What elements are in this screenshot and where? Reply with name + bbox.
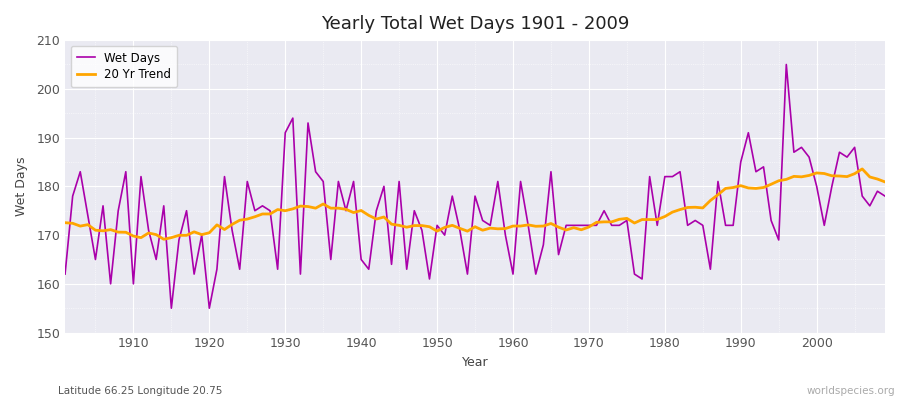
20 Yr Trend [158, 237, 169, 242]
20 Yr Trend [59, 220, 70, 225]
Text: Latitude 66.25 Longitude 20.75: Latitude 66.25 Longitude 20.75 [58, 386, 223, 396]
20 Yr Trend [879, 180, 890, 184]
20 Yr Trend [121, 230, 131, 235]
Wet Days [295, 272, 306, 276]
Wet Days [607, 223, 617, 228]
20 Yr Trend [515, 224, 526, 228]
20 Yr Trend [508, 224, 518, 228]
Wet Days [515, 179, 526, 184]
Wet Days [508, 272, 518, 276]
Wet Days [879, 194, 890, 198]
20 Yr Trend [340, 207, 351, 212]
20 Yr Trend [607, 220, 617, 224]
20 Yr Trend [857, 166, 868, 171]
Text: worldspecies.org: worldspecies.org [807, 386, 896, 396]
Wet Days [781, 62, 792, 67]
20 Yr Trend [295, 204, 306, 208]
Wet Days [340, 208, 351, 213]
Wet Days [121, 169, 131, 174]
Legend: Wet Days, 20 Yr Trend: Wet Days, 20 Yr Trend [71, 46, 177, 87]
X-axis label: Year: Year [462, 356, 489, 369]
Line: Wet Days: Wet Days [65, 64, 885, 308]
Wet Days [59, 272, 70, 276]
Y-axis label: Wet Days: Wet Days [15, 156, 28, 216]
Line: 20 Yr Trend: 20 Yr Trend [65, 169, 885, 239]
Title: Yearly Total Wet Days 1901 - 2009: Yearly Total Wet Days 1901 - 2009 [320, 15, 629, 33]
Wet Days [166, 306, 176, 311]
